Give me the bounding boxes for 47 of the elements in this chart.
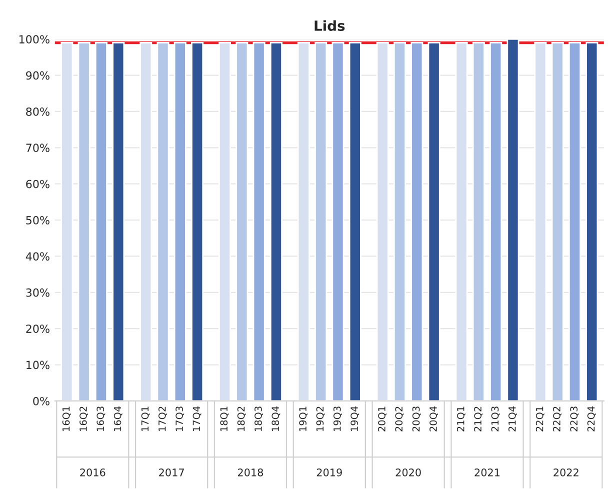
y-tick-label: 100% (19, 35, 50, 44)
x-tick-label: 19Q1 (299, 406, 308, 431)
y-tick-label: 50% (26, 216, 50, 224)
text: 2020 (396, 468, 421, 476)
x-tick-label: 22Q3 (570, 406, 579, 432)
x-tick-label: 18Q1 (220, 406, 229, 431)
y-tick-label: 70% (26, 144, 50, 152)
x-tick-label: 20Q1 (378, 406, 387, 432)
y-tick-label: 0% (33, 396, 50, 406)
y-tick-label: 40% (26, 252, 50, 261)
x-tick-label: 22Q2 (553, 406, 562, 432)
x-tick-label: 16Q4 (114, 406, 122, 431)
x-tick-label: 16Q1 (62, 406, 71, 431)
x-tick-label: 19Q4 (350, 406, 360, 431)
text: 2021 (474, 468, 500, 476)
x-tick-label: 17Q1 (141, 406, 150, 431)
x-tick-label: 18Q3 (254, 406, 263, 431)
y-tick-label: 20% (26, 324, 50, 333)
text: 2017 (159, 468, 184, 476)
x-tick-label: 21Q1 (456, 406, 466, 432)
x-tick-label: 21Q3 (491, 406, 500, 432)
x-tick-label: 20Q2 (395, 406, 404, 432)
x-tick-label: 16Q2 (80, 406, 88, 431)
x-tick-label: 20Q3 (412, 406, 421, 432)
x-tick-label: 17Q4 (192, 406, 202, 431)
x-tick-label: 19Q3 (333, 406, 342, 431)
text: 2016 (80, 468, 106, 476)
x-tick-label: 22Q1 (536, 406, 544, 432)
y-tick-label: 30% (26, 288, 50, 297)
text: 2019 (316, 468, 342, 476)
x-tick-label: 16Q3 (96, 406, 106, 431)
x-tick-label: 22Q4 (587, 406, 596, 432)
y-tick-label: 10% (26, 360, 50, 370)
x-tick-label: 17Q2 (158, 406, 167, 431)
x-tick-label: 17Q3 (176, 406, 184, 431)
x-tick-label: 20Q4 (430, 406, 438, 432)
chart-title: Lids (314, 20, 345, 31)
text: 2018 (238, 468, 264, 476)
x-tick-label: 19Q2 (316, 406, 325, 431)
x-tick-label: 18Q4 (272, 406, 280, 431)
text: 2022 (554, 468, 578, 476)
y-tick-label: 80% (26, 107, 50, 116)
y-tick-label: 60% (26, 180, 50, 188)
x-tick-label: 21Q2 (474, 406, 483, 432)
x-tick-label: 21Q4 (508, 406, 517, 432)
y-tick-label: 90% (26, 71, 50, 80)
x-tick-label: 18Q2 (237, 406, 246, 431)
